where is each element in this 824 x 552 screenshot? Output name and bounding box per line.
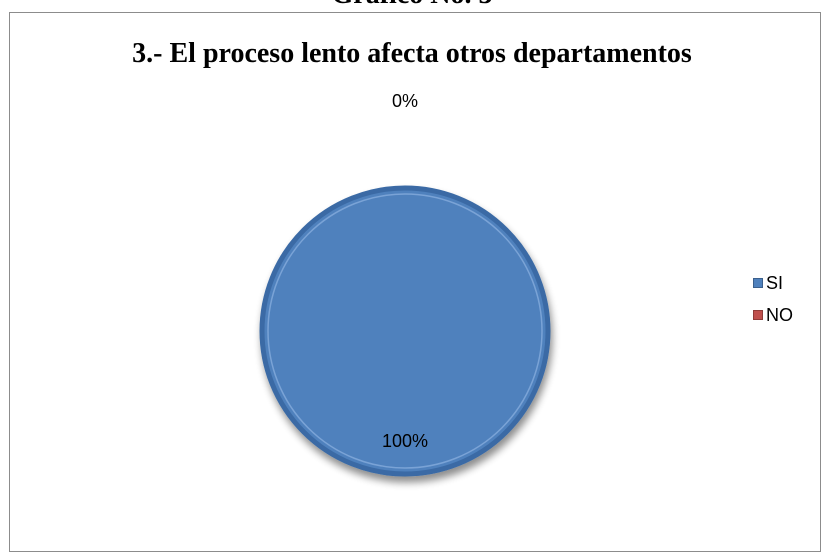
chart-legend: SI NO — [753, 267, 793, 331]
chart-title: 3.- El proceso lento afecta otros depart… — [132, 38, 692, 69]
legend-label-no: NO — [766, 304, 793, 325]
pie-slice-si — [259, 185, 551, 477]
document-caption: Gráfico No. 3 — [0, 0, 824, 12]
pie-slice-highlight — [267, 193, 543, 469]
legend-item-si: SI — [753, 267, 793, 299]
legend-swatch-si — [753, 278, 763, 288]
pie-chart — [259, 185, 551, 477]
legend-swatch-no — [753, 310, 763, 320]
data-label-si: 100% — [381, 431, 429, 451]
legend-item-no: NO — [753, 299, 793, 331]
legend-label-si: SI — [766, 272, 784, 293]
data-label-no: 0% — [391, 91, 419, 111]
